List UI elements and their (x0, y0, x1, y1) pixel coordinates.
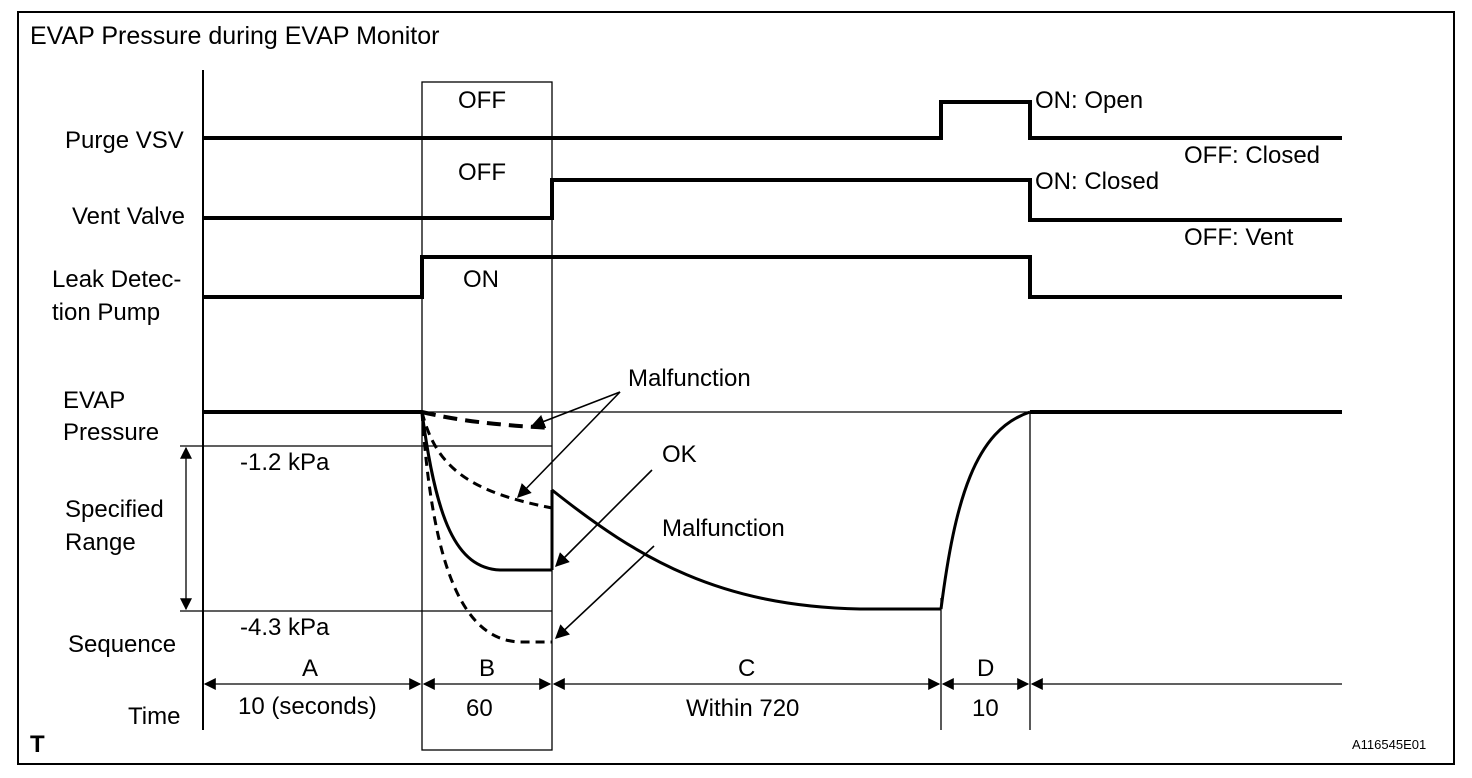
time-a-value: 10 (seconds) (238, 693, 377, 720)
sequence-label: Sequence (68, 631, 176, 658)
time-b-value: 60 (466, 695, 493, 722)
corner-mark: T (30, 731, 45, 758)
leak-pump-label-line1: Leak Detec- (52, 266, 181, 293)
outer-frame (17, 11, 1455, 765)
sequence-d-label: D (977, 655, 994, 682)
diagram-title: EVAP Pressure during EVAP Monitor (30, 22, 439, 50)
purge-off-closed-state: OFF: Closed (1184, 142, 1320, 169)
ok-curve (420, 411, 552, 572)
time-label: Time (128, 703, 180, 730)
purge-vsv-signal (203, 100, 1342, 140)
malfunction-top-pointer-1 (530, 391, 621, 428)
ok-label: OK (662, 441, 697, 468)
malfunction-top-label: Malfunction (628, 365, 751, 392)
leak-pump-signal (203, 255, 1342, 299)
specified-range-label-line1: Specified (65, 496, 164, 523)
malfunction-top-pointer-2 (517, 391, 621, 499)
purge-vsv-label: Purge VSV (65, 127, 184, 154)
upper-limit-value: -1.2 kPa (240, 449, 330, 476)
ok-pointer (555, 469, 653, 567)
lower-limit-value: -4.3 kPa (240, 614, 330, 641)
purge-on-open-state: ON: Open (1035, 87, 1143, 114)
purge-off-state: OFF (458, 87, 506, 114)
phase-c-pressure-curve (551, 488, 941, 611)
time-d-value: 10 (972, 695, 999, 722)
phase-d-pressure-recovery (939, 410, 1031, 610)
pump-on-state: ON (463, 266, 499, 293)
sequence-b-label: B (479, 655, 495, 682)
figure-code: A116545E01 (1352, 737, 1426, 752)
specified-range-label-line2: Range (65, 529, 136, 556)
vent-valve-signal (203, 178, 1342, 222)
malfunction-bottom-pointer (554, 545, 655, 639)
time-c-value: Within 720 (686, 695, 799, 722)
evap-pressure-label-line2: Pressure (63, 419, 159, 446)
vent-valve-label: Vent Valve (72, 203, 185, 230)
evap-pressure-label-line1: EVAP (63, 387, 125, 414)
sequence-c-label: C (738, 655, 755, 682)
malfunction-bottom-label: Malfunction (662, 515, 785, 542)
leak-pump-label-line2: tion Pump (52, 299, 160, 326)
vent-off-vent-state: OFF: Vent (1184, 224, 1294, 251)
sequence-a-label: A (302, 655, 318, 682)
vent-on-closed-state: ON: Closed (1035, 168, 1159, 195)
malfunction-curve-large-leak (420, 411, 553, 510)
vent-off-state: OFF (458, 159, 506, 186)
